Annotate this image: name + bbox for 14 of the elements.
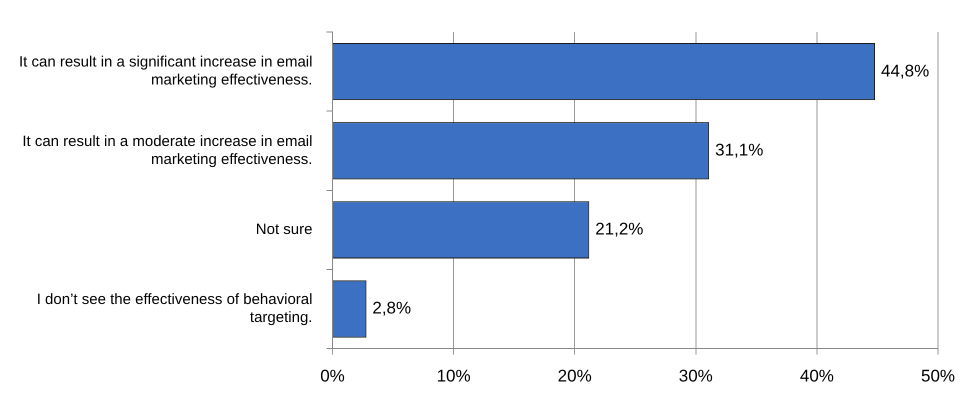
data-label: 2,8% <box>372 298 412 318</box>
x-tick-label: 10% <box>436 366 471 386</box>
data-label: 31,1% <box>715 140 764 160</box>
y-tick-label: Not sure <box>256 221 312 238</box>
y-tick-label: I don’t see the effectiveness of behavioral targeting. <box>36 291 312 326</box>
data-label: 44,8% <box>881 61 930 80</box>
x-tick-label: 40% <box>800 366 834 386</box>
x-tick-label: 50% <box>920 366 956 386</box>
x-tick-label: 0% <box>320 366 345 386</box>
x-tick-label: 20% <box>558 366 592 386</box>
y-tick-label: It can result in a moderate increase in email marketing effectiveness. <box>22 132 312 168</box>
data-label: 21,2% <box>595 220 644 239</box>
x-tick-label: 30% <box>678 366 713 386</box>
y-tick-label: It can result in a significant increase in email marketing effectiveness. <box>18 54 312 89</box>
